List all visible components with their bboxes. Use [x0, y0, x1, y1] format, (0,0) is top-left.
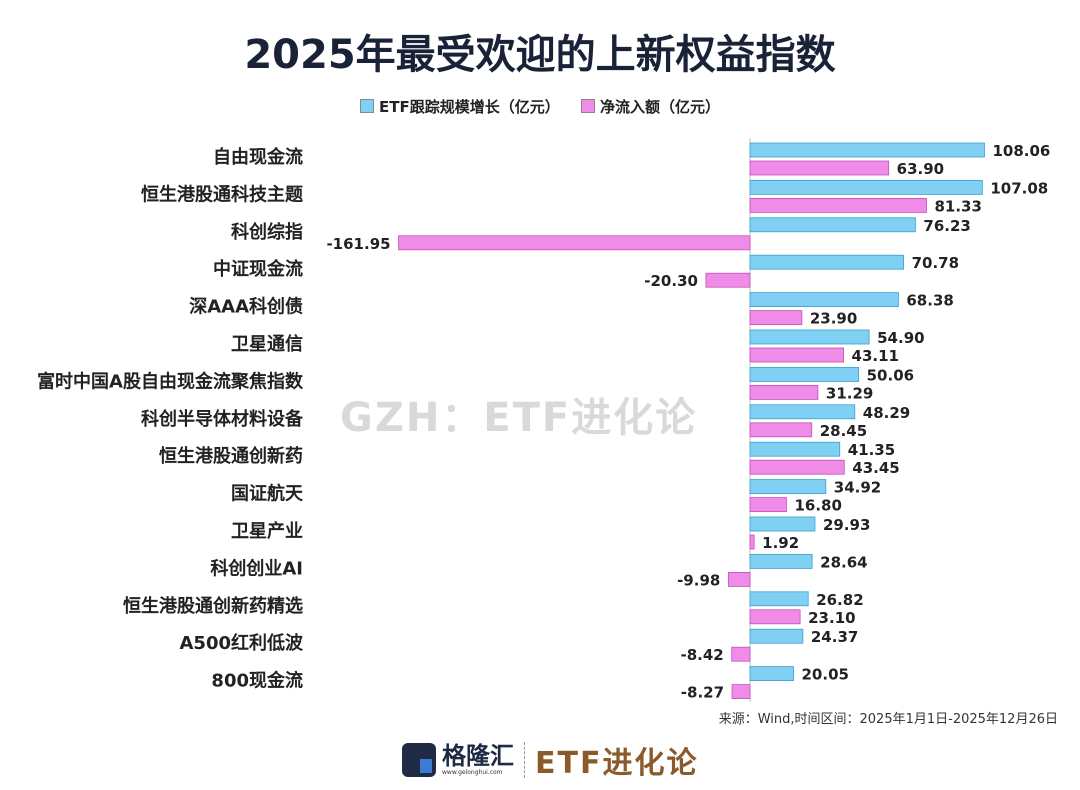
bar-inflow	[749, 534, 755, 550]
chart-title: 2025年最受欢迎的上新权益指数	[244, 32, 836, 78]
bar-inflow	[705, 272, 751, 288]
category-label: 800现金流	[211, 670, 303, 692]
bar-etf	[749, 254, 904, 270]
bar-inflow	[749, 347, 844, 363]
bar-etf	[749, 554, 813, 569]
category-label: 恒生港股通科技主题	[141, 183, 304, 205]
legend-swatch-inflow	[580, 99, 595, 113]
bar-etf	[749, 441, 841, 457]
category-label: 深AAA科创债	[189, 296, 303, 318]
legend-item-etf: ETF跟踪规模增长（亿元）	[360, 98, 560, 116]
bar-etf	[749, 628, 804, 644]
bar-inflow	[727, 572, 751, 587]
legend: ETF跟踪规模增长（亿元） 净流入额（亿元）	[0, 96, 1080, 117]
bar-etf	[749, 179, 983, 195]
data-label: 23.90	[810, 310, 857, 328]
data-label: 24.37	[811, 628, 858, 646]
bar-inflow	[749, 310, 803, 326]
legend-item-inflow: 净流入额（亿元）	[580, 98, 720, 116]
data-label: 16.80	[794, 497, 841, 515]
category-label: 恒生港股通创新药精选	[123, 595, 303, 617]
category-label: 富时中国A股自由现金流聚焦指数	[37, 370, 304, 392]
data-label: 63.90	[897, 160, 944, 178]
bar-inflow	[731, 684, 751, 699]
bar-inflow	[749, 497, 787, 513]
source-note: 来源：Wind,时间区间：2025年1月1日-2025年12月26日	[718, 712, 1058, 727]
data-label: 28.45	[820, 422, 867, 440]
data-label: 20.05	[802, 666, 849, 684]
data-label: -161.95	[326, 235, 390, 253]
logo-name: 格隆汇	[442, 742, 514, 770]
watermark: GZH：ETF进化论	[340, 395, 698, 441]
bar-inflow	[731, 646, 751, 662]
data-label: 31.29	[826, 384, 873, 402]
data-label: 68.38	[906, 292, 953, 310]
bar-inflow	[749, 160, 890, 176]
category-label: 国证航天	[231, 483, 304, 505]
category-label: 科创综指	[231, 221, 303, 243]
bar-etf	[749, 666, 794, 681]
bar-inflow	[398, 235, 751, 251]
data-label: 26.82	[816, 591, 863, 609]
logo-brand: ETF进化论	[535, 746, 699, 781]
legend-label-etf: ETF跟踪规模增长（亿元）	[379, 98, 560, 116]
data-label: 54.90	[877, 329, 924, 347]
category-label: 恒生港股通创新药	[159, 445, 303, 467]
data-label: 41.35	[848, 441, 895, 459]
bar-etf	[749, 591, 809, 607]
bar-inflow	[749, 459, 845, 475]
data-label: 1.92	[762, 534, 799, 552]
category-label: 卫星通信	[231, 333, 303, 355]
bar-etf	[749, 404, 856, 420]
data-label: -9.98	[677, 571, 720, 589]
data-label: 34.92	[834, 479, 881, 497]
bar-etf	[749, 366, 860, 382]
category-label: 卫星产业	[231, 520, 303, 542]
logo-text: 格隆汇 www.gelonghui.com	[442, 743, 514, 777]
legend-label-inflow: 净流入额（亿元）	[599, 98, 720, 116]
data-label: 50.06	[867, 366, 914, 384]
data-label: 23.10	[808, 609, 855, 627]
legend-swatch-etf	[360, 99, 374, 113]
bar-inflow	[749, 422, 813, 438]
data-label: 81.33	[934, 197, 981, 215]
logo-url: www.gelonghui.com	[442, 769, 503, 776]
bar-etf	[749, 329, 870, 345]
data-label: 76.23	[923, 217, 970, 235]
data-label: -8.27	[681, 684, 724, 702]
bar-etf	[749, 516, 816, 532]
data-label: 43.45	[852, 459, 899, 477]
data-label: 48.29	[863, 404, 910, 422]
bar-inflow	[749, 384, 819, 400]
bar-etf	[749, 292, 899, 308]
bar-etf	[749, 217, 916, 233]
data-label: -8.42	[680, 646, 723, 664]
data-label: 43.11	[852, 347, 899, 365]
category-label: 自由现金流	[213, 146, 303, 168]
category-label: 科创半导体材料设备	[141, 408, 304, 430]
data-label: 107.08	[990, 179, 1048, 197]
bar-inflow	[749, 609, 801, 625]
category-label: A500红利低波	[179, 632, 304, 654]
bar-inflow	[749, 197, 927, 213]
bar-etf	[749, 479, 827, 495]
category-label: 科创创业AI	[210, 557, 303, 579]
category-label: 中证现金流	[213, 258, 303, 280]
data-label: 28.64	[820, 553, 867, 571]
data-label: -20.30	[644, 272, 698, 290]
gelonghui-logo-icon	[402, 743, 436, 777]
data-label: 108.06	[992, 142, 1050, 160]
logo-divider	[524, 742, 525, 778]
footer-logo: 格隆汇 www.gelonghui.com ETF进化论	[402, 738, 698, 782]
bar-etf	[749, 142, 985, 158]
data-label: 29.93	[823, 516, 870, 534]
data-label: 70.78	[912, 254, 959, 272]
